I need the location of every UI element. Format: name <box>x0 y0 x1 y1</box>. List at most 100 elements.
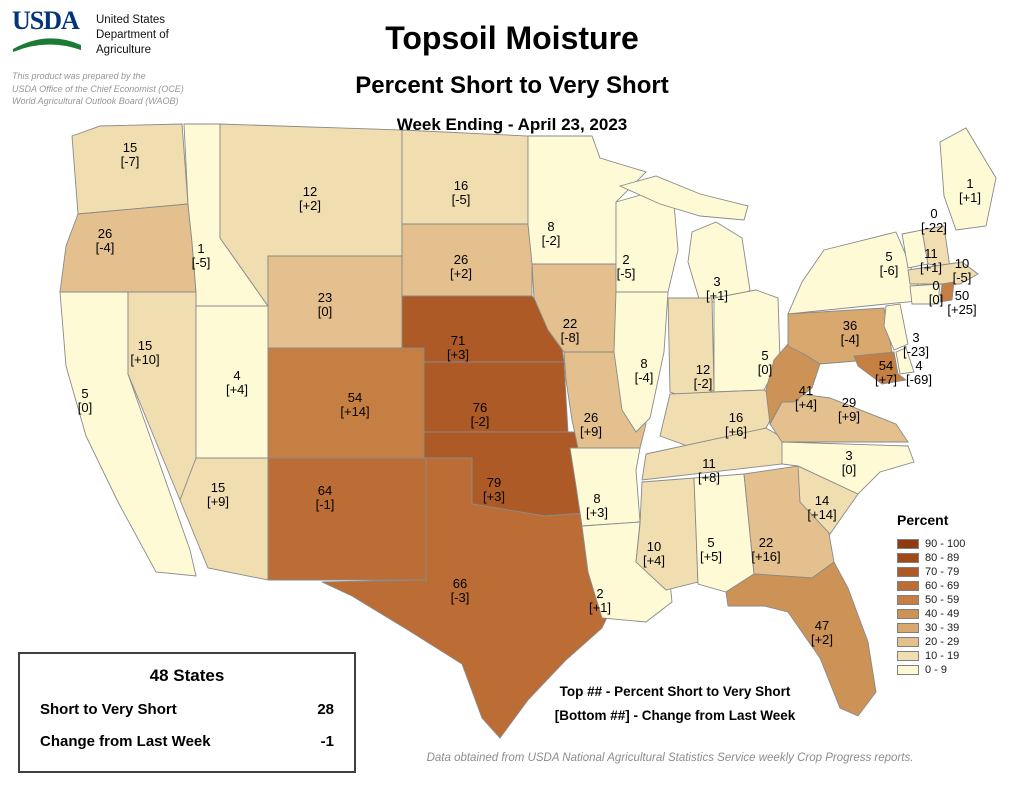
legend-swatch <box>897 595 919 605</box>
map-annotation-bottom: [Bottom ##] - Change from Last Week <box>554 708 796 723</box>
state-label-MD: 54 [+7] <box>875 358 897 387</box>
state-label-FL: 47 [+2] <box>811 618 833 647</box>
legend-bin-label: 70 - 79 <box>925 566 960 578</box>
state-AZ <box>179 457 269 581</box>
legend-swatch <box>897 665 919 675</box>
agency-name-line: United States <box>96 14 166 26</box>
agency-name-line: Agriculture <box>96 44 151 56</box>
state-label-SD: 26 [+2] <box>450 252 472 281</box>
map-legend: Percent 90 - 100 80 - 89 70 - 79 60 - 69 50 … <box>897 512 1007 677</box>
state-label-WV: 41 [+4] <box>795 383 817 412</box>
state-WV <box>765 343 821 426</box>
state-AL <box>693 473 755 593</box>
state-label-MI: 3 [+1] <box>706 274 728 303</box>
state-label-KS: 76 [-2] <box>471 400 490 429</box>
state-SD <box>401 223 533 297</box>
state-label-UT: 4 [+4] <box>226 368 248 397</box>
state-label-TN: 11 [+8] <box>698 456 720 485</box>
state-MI <box>618 175 749 221</box>
state-ND <box>401 129 529 225</box>
state-DE <box>895 347 915 375</box>
state-NC <box>781 441 915 495</box>
state-label-IN: 12 [-2] <box>694 362 713 391</box>
prepared-by-line: This product was prepared by the <box>12 71 146 81</box>
prepared-by-line: USDA Office of the Chief Economist (OCE) <box>12 83 184 94</box>
legend-bin-label: 90 - 100 <box>925 538 966 550</box>
summary-row-label: Short to Very Short <box>40 701 177 718</box>
state-label-TX: 66 [-3] <box>451 576 470 605</box>
prepared-by-note: This product was prepared by the USDA Of… <box>12 70 184 108</box>
map-annotation-top: Top ## - Percent Short to Very Short <box>559 684 791 699</box>
summary-box: 48 States Short to Very Short 28 Change … <box>18 652 356 773</box>
map-annotation-key: Top ## - Percent Short to Very Short [Bo… <box>528 680 822 728</box>
summary-row-label: Change from Last Week <box>40 733 211 750</box>
state-label-CA: 5 [0] <box>78 386 92 415</box>
legend-bin: 10 - 19 <box>897 649 1007 663</box>
summary-row-value: -1 <box>320 733 334 750</box>
state-WY <box>267 255 403 349</box>
usda-logo: USDA <box>12 8 88 52</box>
state-label-AZ: 15 [+9] <box>207 480 229 509</box>
legend-swatch <box>897 637 919 647</box>
legend-bin-label: 10 - 19 <box>925 650 960 662</box>
page-subtitle: Percent Short to Very Short <box>355 72 669 99</box>
state-label-IL: 8 [-4] <box>635 356 654 385</box>
legend-swatch <box>897 623 919 633</box>
state-label-CO: 54 [+14] <box>340 390 369 419</box>
legend-swatch <box>897 651 919 661</box>
legend-bin: 30 - 39 <box>897 621 1007 635</box>
legend-rows: 90 - 100 80 - 89 70 - 79 60 - 69 50 - 59 40 -… <box>897 537 1007 677</box>
state-label-NV: 15 [+10] <box>130 338 159 367</box>
state-NJ <box>883 303 909 351</box>
summary-row-change-from-last-week: Change from Last Week -1 <box>40 733 334 750</box>
summary-row-short-to-very-short: Short to Very Short 28 <box>40 701 334 718</box>
state-label-OR: 26 [-4] <box>96 226 115 255</box>
state-label-LA: 2 [+1] <box>589 586 611 615</box>
state-MD <box>853 351 908 385</box>
legend-bin: 90 - 100 <box>897 537 1007 551</box>
state-label-WI: 2 [-5] <box>617 252 636 281</box>
state-label-GA: 22 [+16] <box>751 535 780 564</box>
state-label-NM: 64 [-1] <box>316 483 335 512</box>
state-WA <box>71 123 189 215</box>
legend-bin: 60 - 69 <box>897 579 1007 593</box>
legend-swatch <box>897 609 919 619</box>
state-label-IA: 22 [-8] <box>561 316 580 345</box>
state-OR <box>59 203 197 293</box>
legend-bin: 0 - 9 <box>897 663 1007 677</box>
title-block: Topsoil Moisture Percent Short to Very S… <box>0 20 1024 135</box>
legend-bin-label: 40 - 49 <box>925 608 960 620</box>
state-ME <box>939 127 997 231</box>
legend-bin-label: 60 - 69 <box>925 580 960 592</box>
state-label-SC: 14 [+14] <box>807 493 836 522</box>
state-label-MO: 26 [+9] <box>580 410 602 439</box>
legend-swatch <box>897 581 919 591</box>
legend-swatch <box>897 567 919 577</box>
state-label-NJ: 3 [-23] <box>903 330 929 359</box>
state-label-MA: 10 [-5] <box>953 256 972 285</box>
state-RI <box>939 281 955 303</box>
legend-bin-label: 50 - 59 <box>925 594 960 606</box>
legend-swatch <box>897 539 919 549</box>
state-label-ND: 16 [-5] <box>452 178 471 207</box>
state-label-NH: 11 [+1] <box>920 246 942 275</box>
legend-bin-label: 0 - 9 <box>925 664 948 676</box>
state-CT <box>909 283 941 305</box>
legend-bin: 70 - 79 <box>897 565 1007 579</box>
state-label-AR: 8 [+3] <box>586 491 608 520</box>
state-label-OH: 5 [0] <box>758 348 772 377</box>
week-ending: Week Ending - April 23, 2023 <box>396 115 628 134</box>
summary-box-title: 48 States <box>149 666 225 685</box>
agency-name-line: Department of <box>96 29 169 41</box>
legend-title: Percent <box>897 512 949 528</box>
legend-bin-label: 80 - 89 <box>925 552 960 564</box>
state-label-MS: 10 [+4] <box>643 539 665 568</box>
state-label-MT: 12 [+2] <box>299 184 321 213</box>
state-MA <box>907 261 979 285</box>
state-KS <box>423 361 569 433</box>
summary-row-value: 28 <box>317 701 334 718</box>
state-FL <box>725 561 877 717</box>
state-label-NY: 5 [-6] <box>880 249 899 278</box>
state-label-NE: 71 [+3] <box>447 333 469 362</box>
